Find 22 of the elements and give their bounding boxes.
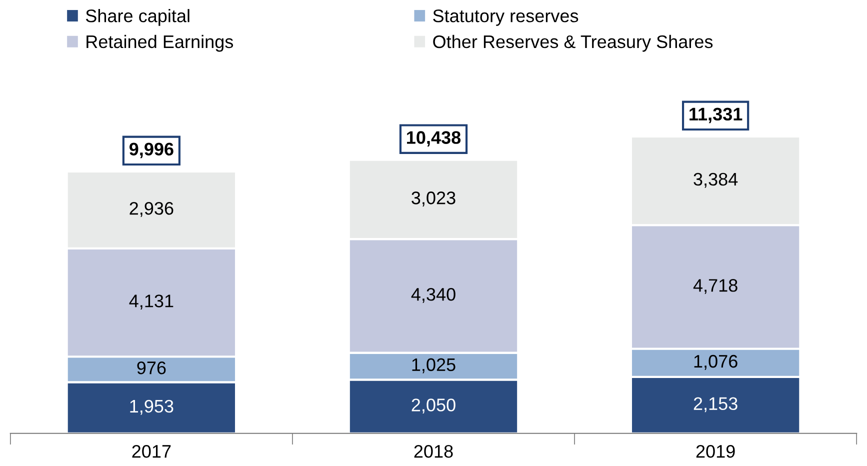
x-tick-label: 2018	[414, 444, 453, 458]
total-label: 11,331	[690, 108, 742, 124]
data-label: 1,025	[412, 358, 456, 374]
total-label: 9,996	[129, 142, 174, 158]
legend-label: Retained Earnings	[86, 34, 234, 52]
legend-label: Share capital	[86, 9, 190, 26]
data-label: 3,023	[412, 192, 456, 206]
data-label: 1,076	[694, 354, 738, 370]
total-label: 10,438	[407, 131, 461, 147]
data-label: 2,050	[412, 398, 456, 414]
data-label: 3,384	[694, 172, 738, 188]
legend-label: Other Reserves & Treasury Shares	[433, 34, 713, 52]
x-tick-label: 2019	[696, 444, 735, 458]
data-label: 2,153	[694, 397, 738, 412]
data-label: 2,936	[130, 202, 174, 217]
data-label: 1,953	[130, 400, 174, 415]
data-label: 4,340	[411, 288, 456, 303]
data-label: 4,718	[693, 279, 738, 294]
legend-label: Statutory reserves	[433, 10, 578, 26]
x-tick-label: 2017	[132, 444, 171, 458]
data-label: 976	[137, 361, 166, 374]
data-label: 4,131	[129, 294, 174, 310]
